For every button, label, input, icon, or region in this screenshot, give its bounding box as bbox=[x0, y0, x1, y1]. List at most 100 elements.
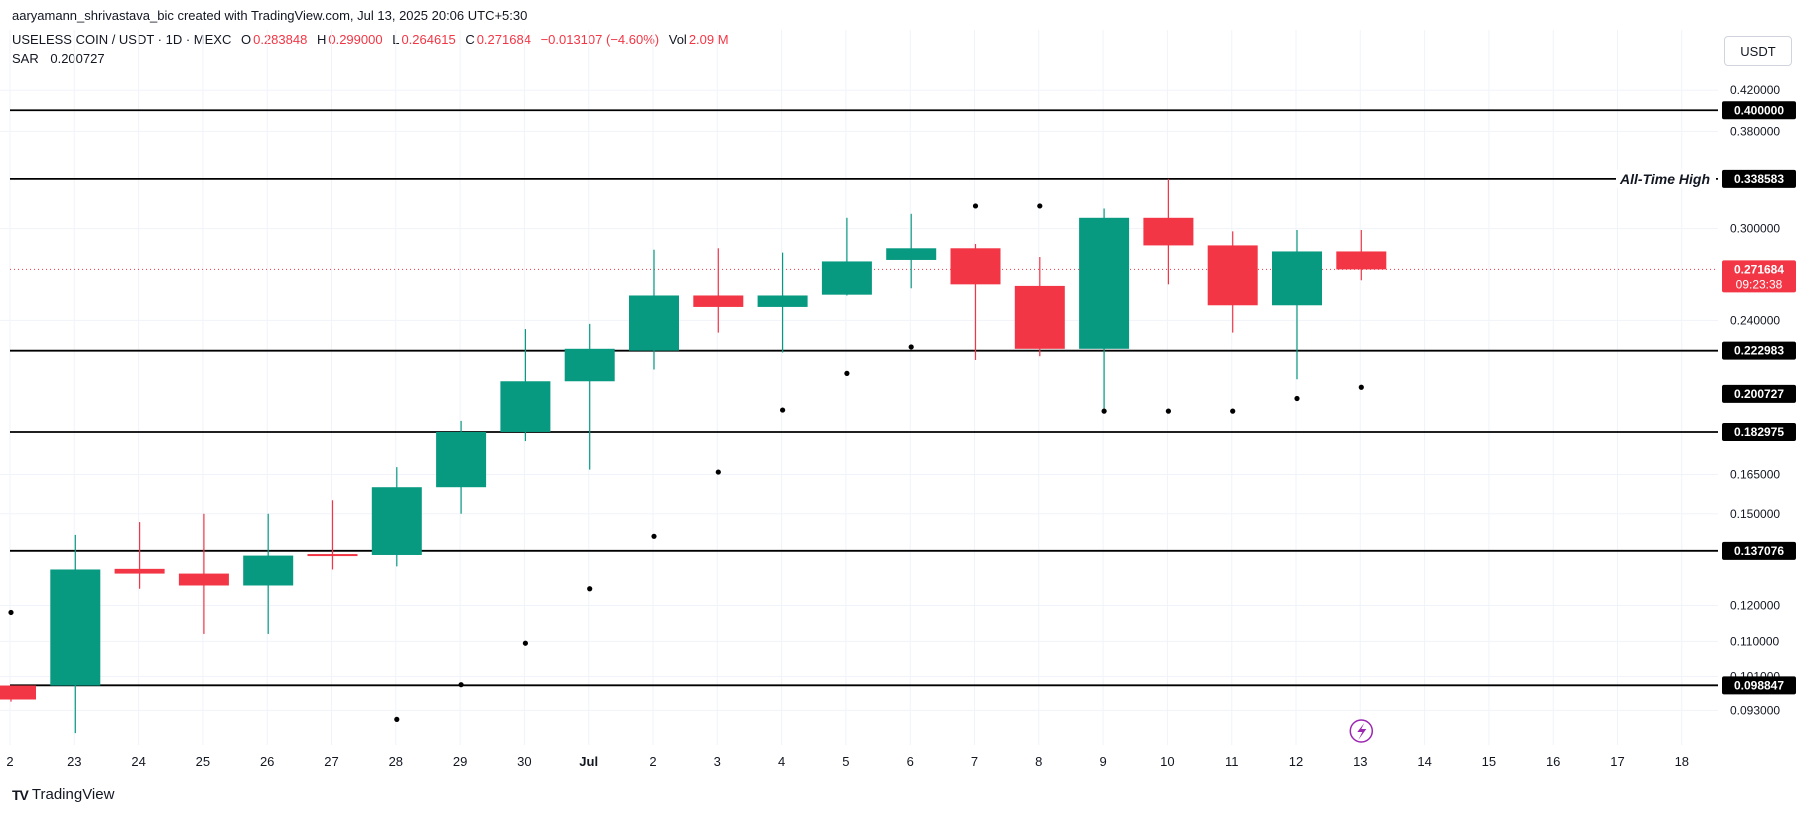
x-tick-label: 30 bbox=[517, 754, 531, 769]
volume-value: 2.09 M bbox=[688, 32, 729, 47]
candle-body bbox=[0, 685, 36, 700]
sar-dot bbox=[972, 203, 979, 209]
sar-dot bbox=[587, 586, 593, 592]
close-label: C bbox=[465, 32, 475, 47]
x-tick-label: 14 bbox=[1417, 754, 1431, 769]
level-price-badge-bg bbox=[1722, 541, 1796, 560]
candle-body bbox=[757, 295, 808, 307]
symbol-name[interactable]: USELESS COIN / USDT · 1D · MEXC bbox=[12, 32, 232, 47]
candle-body bbox=[693, 295, 744, 307]
level-price-badge-bg bbox=[1722, 423, 1796, 442]
last-price-badge: 0.271684 bbox=[1734, 262, 1784, 276]
candle-body bbox=[178, 573, 229, 586]
level-price-badge: 0.400000 bbox=[1734, 103, 1784, 117]
x-tick-label: 4 bbox=[778, 754, 785, 769]
x-tick-label: 28 bbox=[389, 754, 403, 769]
high-value: 0.299000 bbox=[328, 32, 383, 47]
x-tick-label: 12 bbox=[1289, 754, 1303, 769]
sar-dot bbox=[522, 640, 529, 646]
indicator-header: SAR 0.200727 bbox=[12, 51, 107, 66]
close-value: 0.271684 bbox=[476, 32, 531, 47]
candle-body bbox=[243, 555, 294, 586]
level-price-badge-bg bbox=[1722, 676, 1796, 695]
x-tick-label: 2 bbox=[6, 754, 13, 769]
open-label: O bbox=[240, 32, 252, 47]
x-tick-label: 8 bbox=[1035, 754, 1042, 769]
candle-body bbox=[821, 261, 872, 295]
level-price-badge: 0.098847 bbox=[1734, 678, 1784, 692]
candle-body bbox=[371, 487, 422, 555]
y-tick-label: 0.093000 bbox=[1730, 703, 1780, 717]
x-tick-label: 3 bbox=[714, 754, 721, 769]
sar-badge: 0.200727 bbox=[1734, 387, 1784, 401]
x-tick-label: 7 bbox=[971, 754, 978, 769]
symbol-header: USELESS COIN / USDT · 1D · MEXC O 0.28384… bbox=[12, 32, 731, 47]
sar-dot bbox=[1101, 408, 1107, 414]
low-value: 0.264615 bbox=[401, 32, 456, 47]
candle-body bbox=[436, 431, 487, 488]
candle-body bbox=[1336, 251, 1387, 270]
x-tick-label: 15 bbox=[1482, 754, 1496, 769]
last-price-badge-bg bbox=[1722, 260, 1796, 293]
sar-dot bbox=[844, 370, 850, 376]
candle-body bbox=[886, 248, 937, 260]
x-tick-label: 2 bbox=[649, 754, 656, 769]
x-tick-label: 27 bbox=[324, 754, 338, 769]
candle-body bbox=[50, 569, 101, 686]
footer-brand[interactable]: TV TradingView bbox=[12, 786, 114, 803]
y-tick-label: 0.420000 bbox=[1730, 83, 1780, 97]
x-tick-label: Jul bbox=[579, 754, 598, 769]
sar-dot bbox=[1358, 384, 1364, 390]
sar-dot bbox=[1230, 408, 1236, 414]
level-price-badge-bg bbox=[1722, 341, 1796, 360]
sar-dot bbox=[1037, 203, 1043, 209]
y-tick-label: 0.240000 bbox=[1730, 313, 1780, 327]
candle-body bbox=[500, 381, 551, 432]
sar-dot bbox=[651, 533, 657, 539]
sar-dot bbox=[908, 344, 914, 350]
x-tick-label: 24 bbox=[131, 754, 145, 769]
x-tick-label: 25 bbox=[196, 754, 210, 769]
x-tick-label: 29 bbox=[453, 754, 467, 769]
x-tick-label: 23 bbox=[67, 754, 81, 769]
tradingview-logo-icon: TV bbox=[12, 786, 29, 803]
level-price-badge: 0.182975 bbox=[1734, 425, 1784, 439]
y-tick-label: 0.380000 bbox=[1730, 124, 1780, 138]
sar-dot bbox=[1294, 395, 1300, 402]
footer-brand-label: TradingView bbox=[31, 786, 115, 803]
level-price-badge-bg bbox=[1722, 169, 1796, 188]
indicator-name[interactable]: SAR bbox=[12, 51, 39, 66]
x-tick-label: 11 bbox=[1225, 754, 1239, 769]
volume-label: Vol bbox=[668, 32, 687, 47]
x-tick-label: 5 bbox=[842, 754, 849, 769]
indicator-value: 0.200727 bbox=[50, 51, 105, 66]
candle-body bbox=[1014, 285, 1065, 349]
open-value: 0.283848 bbox=[253, 32, 308, 47]
sar-dot bbox=[8, 609, 14, 616]
candle-body bbox=[1207, 245, 1258, 306]
x-tick-label: 6 bbox=[907, 754, 914, 769]
x-tick-label: 17 bbox=[1610, 754, 1624, 769]
countdown-badge: 09:23:38 bbox=[1736, 277, 1783, 291]
y-tick-label: 0.300000 bbox=[1730, 222, 1780, 236]
sar-dot bbox=[715, 469, 721, 475]
x-tick-label: 18 bbox=[1675, 754, 1689, 769]
level-annotation: All-Time High bbox=[1619, 171, 1710, 187]
y-tick-label: 0.110000 bbox=[1730, 634, 1779, 648]
candle-body bbox=[629, 295, 679, 351]
x-tick-label: 16 bbox=[1546, 754, 1560, 769]
currency-button[interactable]: USDT bbox=[1724, 36, 1792, 66]
candle-body bbox=[307, 554, 358, 557]
sar-dot bbox=[394, 716, 400, 722]
level-price-badge: 0.338583 bbox=[1734, 172, 1784, 186]
lightning-bolt-icon bbox=[1357, 723, 1367, 740]
candle-body bbox=[1272, 251, 1322, 306]
y-tick-label: 0.165000 bbox=[1730, 468, 1780, 482]
sar-dot bbox=[458, 682, 464, 688]
sar-badge-bg bbox=[1722, 384, 1796, 403]
x-tick-label: 26 bbox=[260, 754, 274, 769]
level-price-badge: 0.222983 bbox=[1734, 344, 1784, 358]
x-tick-label: 13 bbox=[1353, 754, 1367, 769]
candle-body bbox=[114, 568, 165, 574]
